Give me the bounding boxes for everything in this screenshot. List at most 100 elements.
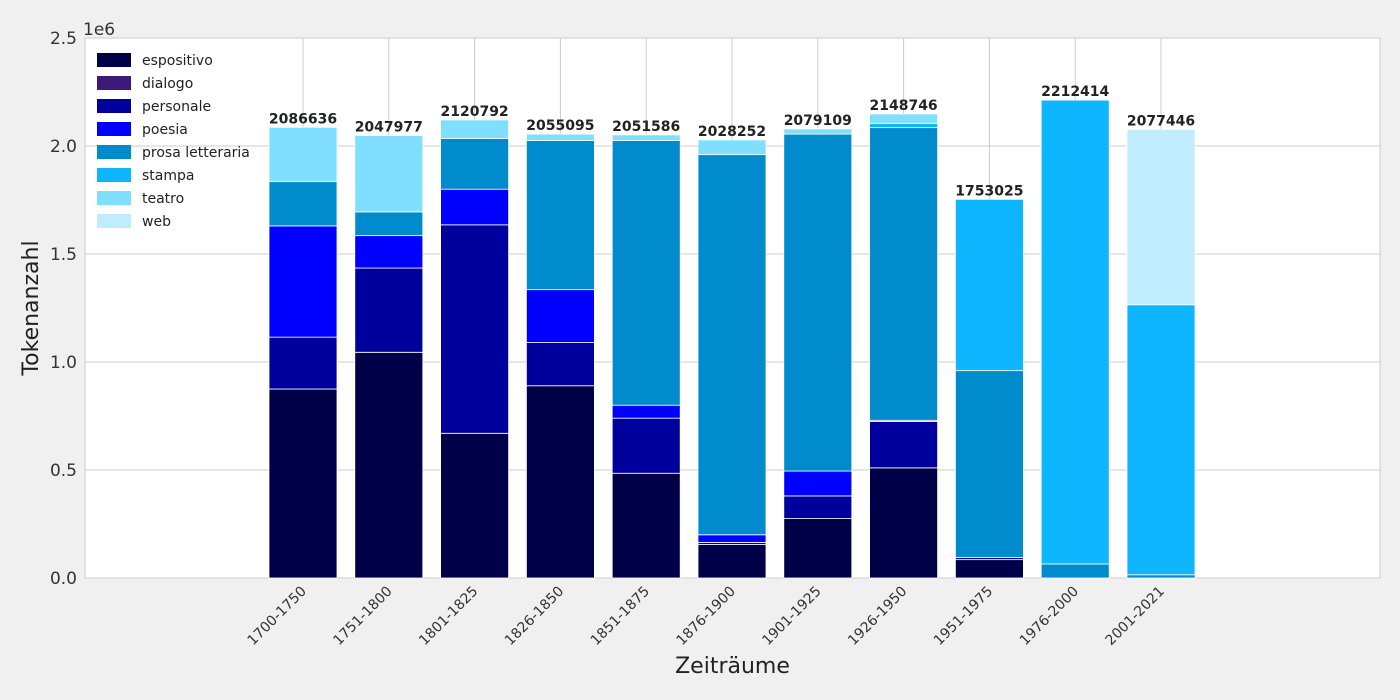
legend-swatch: [97, 145, 131, 159]
bar-total-label: 2086636: [269, 111, 337, 127]
bar-segment: [526, 289, 595, 343]
bar-segment: [440, 224, 510, 434]
legend-label: stampa: [142, 168, 194, 184]
bar-segment: [869, 113, 938, 124]
bar-segment: [783, 133, 853, 472]
x-tick-label: 1876-1900: [674, 584, 739, 649]
bar-segment: [526, 342, 595, 387]
bar-total-label: 2120792: [440, 104, 508, 120]
bar-segment: [354, 135, 424, 213]
legend-label: dialogo: [142, 76, 193, 92]
x-tick-label: 1901-1925: [759, 584, 824, 649]
bar-segment: [697, 544, 767, 579]
bar-segment: [955, 559, 1024, 579]
x-tick-label: 1700-1750: [245, 584, 310, 649]
bar-segment: [440, 432, 510, 579]
y-axis-title: Tokenanzahl: [19, 240, 44, 376]
bar-segment: [1126, 128, 1196, 306]
bar-segment: [697, 139, 767, 156]
y-tick-label: 0.0: [50, 569, 77, 589]
y-tick-label: 2.5: [50, 29, 77, 49]
bar-total-label: 2212414: [1041, 84, 1109, 100]
bar-segment: [869, 122, 938, 129]
bar-total-label: 1753025: [955, 183, 1023, 199]
bar-segment: [955, 370, 1024, 558]
x-tick-label: 1851-1875: [588, 584, 653, 649]
legend-swatch: [97, 99, 131, 113]
bar-segment: [611, 417, 681, 474]
bar-segment: [440, 138, 510, 190]
legend-label: teatro: [142, 191, 184, 207]
bar-segment: [783, 518, 853, 579]
bar-total-label: 2148746: [869, 98, 937, 114]
bar-segment: [268, 388, 338, 579]
bar-segment: [611, 472, 681, 579]
bar-segment: [1040, 99, 1110, 565]
legend-label: prosa letteraria: [142, 145, 250, 161]
totals-layer: 2086636 2047977 2120792 2055095 2051586 20282…: [269, 84, 1195, 199]
bar-segment: [955, 198, 1024, 372]
bar-segment: [697, 154, 767, 536]
bar-segment: [268, 126, 338, 183]
y-tick-label: 2.0: [50, 137, 77, 157]
bar-segment: [1040, 563, 1110, 579]
x-tick-label: 1926-1950: [845, 584, 910, 649]
bar-segment: [869, 127, 938, 421]
x-tick-label: 2001-2021: [1103, 584, 1168, 649]
bar-segment: [268, 181, 338, 227]
bar-segment: [354, 211, 424, 237]
bar-segment: [611, 404, 681, 419]
bar-segment: [268, 336, 338, 390]
bar-total-label: 2079109: [784, 113, 852, 129]
legend: espositivo dialogo personale poesia prosa le…: [97, 53, 250, 230]
bar-segment: [783, 470, 853, 497]
y-tick-label: 1.5: [50, 245, 77, 265]
x-tick-label: 1801-1825: [416, 584, 481, 649]
bar-segment: [611, 140, 681, 406]
x-tick-label: 1751-1800: [330, 584, 395, 649]
legend-label: poesia: [142, 122, 188, 138]
bar-segment: [354, 351, 424, 579]
legend-label: web: [142, 214, 171, 230]
legend-swatch: [97, 191, 131, 205]
bar-segment: [869, 420, 938, 469]
bar-segment: [268, 225, 338, 338]
legend-swatch: [97, 168, 131, 182]
bar-segment: [526, 140, 595, 291]
x-axis-title: Zeiträume: [675, 654, 790, 679]
legend-swatch: [97, 53, 131, 67]
bar-segment: [783, 128, 853, 135]
legend-label: espositivo: [142, 53, 213, 69]
legend-swatch: [97, 76, 131, 90]
bar-segment: [354, 235, 424, 269]
bars-layer: [268, 99, 1196, 579]
x-tick-label: 1951-1975: [931, 584, 996, 649]
bar-total-label: 2055095: [526, 118, 594, 134]
y-tick-label: 1.0: [50, 353, 77, 373]
bar-segment: [1126, 574, 1196, 579]
bar-segment: [783, 495, 853, 520]
x-axis: 1700-1750 1751-1800 1801-1825 1826-1850 1851…: [245, 584, 1168, 649]
bar-segment: [526, 385, 595, 579]
bar-segment: [697, 534, 767, 543]
bar-segment: [611, 134, 681, 141]
bar-segment: [1126, 304, 1196, 576]
bar-total-label: 2028252: [698, 124, 766, 140]
x-tick-label: 1976-2000: [1017, 584, 1082, 649]
bar-segment: [440, 119, 510, 139]
legend-swatch: [97, 122, 131, 136]
bar-total-label: 2051586: [612, 119, 680, 135]
y-axis: 0.0 0.5 1.0 1.5 2.0 2.5: [50, 29, 77, 589]
bar-total-label: 2077446: [1127, 113, 1195, 129]
bar-segment: [440, 188, 510, 226]
bar-segment: [354, 267, 424, 353]
bar-segment: [869, 467, 938, 579]
legend-label: personale: [142, 99, 211, 115]
bar-total-label: 2047977: [355, 120, 423, 136]
bar-segment: [526, 133, 595, 142]
y-tick-label: 0.5: [50, 461, 77, 481]
y-axis-scale-label: 1e6: [83, 20, 115, 40]
x-tick-label: 1826-1850: [502, 584, 567, 649]
